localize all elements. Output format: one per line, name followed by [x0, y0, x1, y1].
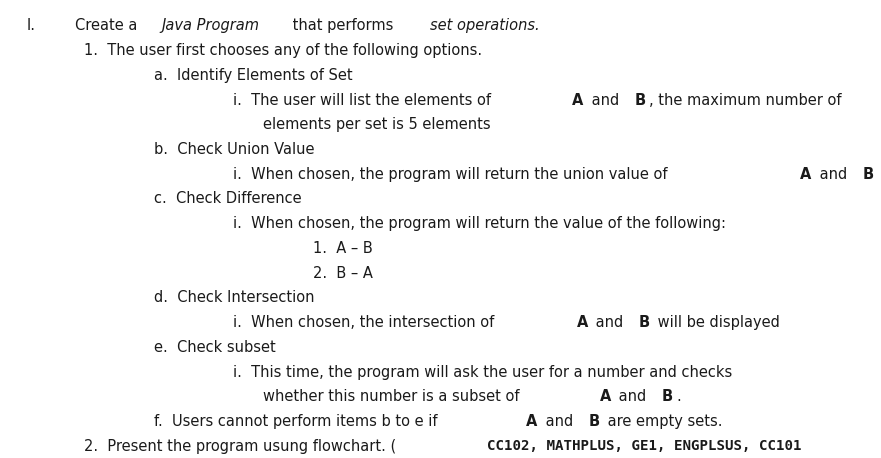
Text: B: B: [634, 93, 646, 108]
Text: A: A: [599, 389, 611, 404]
Text: e.  Check subset: e. Check subset: [154, 340, 276, 355]
Text: and: and: [591, 315, 628, 330]
Text: and: and: [614, 389, 651, 404]
Text: B: B: [862, 167, 873, 182]
Text: , the maximum number of: , the maximum number of: [649, 93, 841, 108]
Text: c.  Check Difference: c. Check Difference: [154, 191, 302, 207]
Text: 2.  Present the program usung flowchart. (: 2. Present the program usung flowchart. …: [84, 439, 396, 454]
Text: and: and: [541, 414, 578, 429]
Text: and: and: [815, 167, 852, 182]
Text: i.  The user will list the elements of: i. The user will list the elements of: [233, 93, 496, 108]
Text: 2.  B – A: 2. B – A: [313, 266, 373, 281]
Text: d.  Check Intersection: d. Check Intersection: [154, 290, 315, 305]
Text: i.  When chosen, the program will return the value of the following:: i. When chosen, the program will return …: [233, 216, 727, 231]
Text: i.  When chosen, the intersection of: i. When chosen, the intersection of: [233, 315, 500, 330]
Text: set operations.: set operations.: [430, 18, 539, 33]
Text: a.  Identify Elements of Set: a. Identify Elements of Set: [154, 68, 352, 83]
Text: B: B: [639, 315, 650, 330]
Text: A: A: [800, 167, 811, 182]
Text: i.  This time, the program will ask the user for a number and checks: i. This time, the program will ask the u…: [233, 365, 733, 380]
Text: 1.  The user first chooses any of the following options.: 1. The user first chooses any of the fol…: [84, 43, 482, 58]
Text: 1.  A – B: 1. A – B: [313, 241, 373, 256]
Text: A: A: [526, 414, 537, 429]
Text: are empty sets.: are empty sets.: [603, 414, 722, 429]
Text: will be displayed: will be displayed: [653, 315, 780, 330]
Text: f.  Users cannot perform items b to e if: f. Users cannot perform items b to e if: [154, 414, 442, 429]
Text: CC102, MATHPLUS, GE1, ENGPLSUS, CC101: CC102, MATHPLUS, GE1, ENGPLSUS, CC101: [486, 439, 801, 453]
Text: I.: I.: [26, 18, 35, 33]
Text: Java Program: Java Program: [161, 18, 259, 33]
Text: A: A: [573, 93, 584, 108]
Text: .: .: [676, 389, 681, 404]
Text: B: B: [662, 389, 673, 404]
Text: Create a: Create a: [75, 18, 142, 33]
Text: i.  When chosen, the program will return the union value of: i. When chosen, the program will return …: [233, 167, 672, 182]
Text: B: B: [589, 414, 599, 429]
Text: whether this number is a subset of: whether this number is a subset of: [263, 389, 523, 404]
Text: and: and: [587, 93, 624, 108]
Text: that performs: that performs: [288, 18, 398, 33]
Text: A: A: [576, 315, 588, 330]
Text: elements per set is 5 elements: elements per set is 5 elements: [263, 117, 490, 132]
Text: b.  Check Union Value: b. Check Union Value: [154, 142, 315, 157]
